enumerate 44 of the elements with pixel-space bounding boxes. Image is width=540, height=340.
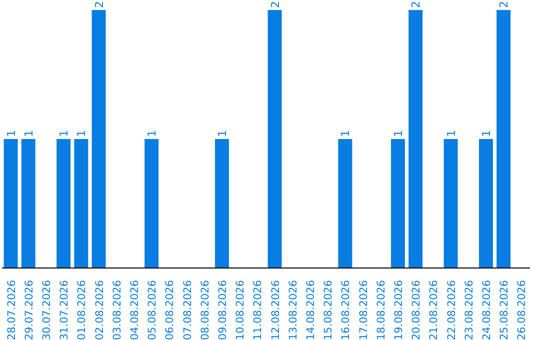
x-tick-label: 28.07.2026 [6,280,18,340]
data-label: 1 [146,130,159,137]
x-tick-label: 19.08.2026 [393,280,405,340]
data-label: 1 [75,130,88,137]
x-tick-label: 13.08.2026 [287,280,300,340]
x-tick-label: 10.08.2026 [234,280,247,340]
x-tick-label: 30.07.2026 [41,280,53,340]
data-label: 2 [410,1,423,8]
data-label: 1 [22,130,36,137]
x-tick-label: 09.08.2026 [217,280,229,340]
x-tick-label: 12.08.2026 [270,280,282,340]
x-tick-label: 18.08.2026 [375,280,388,340]
x-tick-label: 07.08.2026 [182,280,194,340]
data-label: 2 [92,1,106,8]
x-tick-label: 11.08.2026 [252,280,264,340]
x-tick-label: 08.08.2026 [199,280,212,340]
x-tick-label: 25.08.2026 [498,280,511,340]
x-tick-label: 01.08.2026 [76,280,88,340]
x-tick-label: 29.07.2026 [23,280,36,340]
x-tick-label: 05.08.2026 [146,280,159,340]
x-tick-label: 16.08.2026 [340,280,352,340]
x-tick-label: 17.08.2026 [358,280,370,340]
data-label: 1 [216,130,229,137]
x-tick-label: 24.08.2026 [481,280,493,340]
x-tick-label: 15.08.2026 [322,280,335,340]
x-tick-label: 02.08.2026 [94,280,106,340]
x-tick-label: 31.07.2026 [58,280,71,340]
data-label: 1 [58,130,71,137]
x-tick-label: 03.08.2026 [111,280,124,340]
data-label: 1 [444,130,458,137]
x-tick-label: 23.08.2026 [463,280,476,340]
x-tick-label: 26.08.2026 [516,280,528,340]
data-label: 1 [392,130,405,137]
data-label: 1 [339,130,352,137]
x-tick-label: 21.08.2026 [428,280,440,340]
x-tick-label: 22.08.2026 [446,280,458,340]
data-label: 1 [4,130,18,137]
data-label: 1 [480,130,493,137]
data-label: 2 [268,1,282,8]
x-tick-label: 04.08.2026 [129,280,141,340]
data-label: 2 [498,1,511,8]
x-tick-label: 06.08.2026 [164,280,176,340]
x-tick-label: 14.08.2026 [305,280,317,340]
x-tick-label: 20.08.2026 [410,280,423,340]
